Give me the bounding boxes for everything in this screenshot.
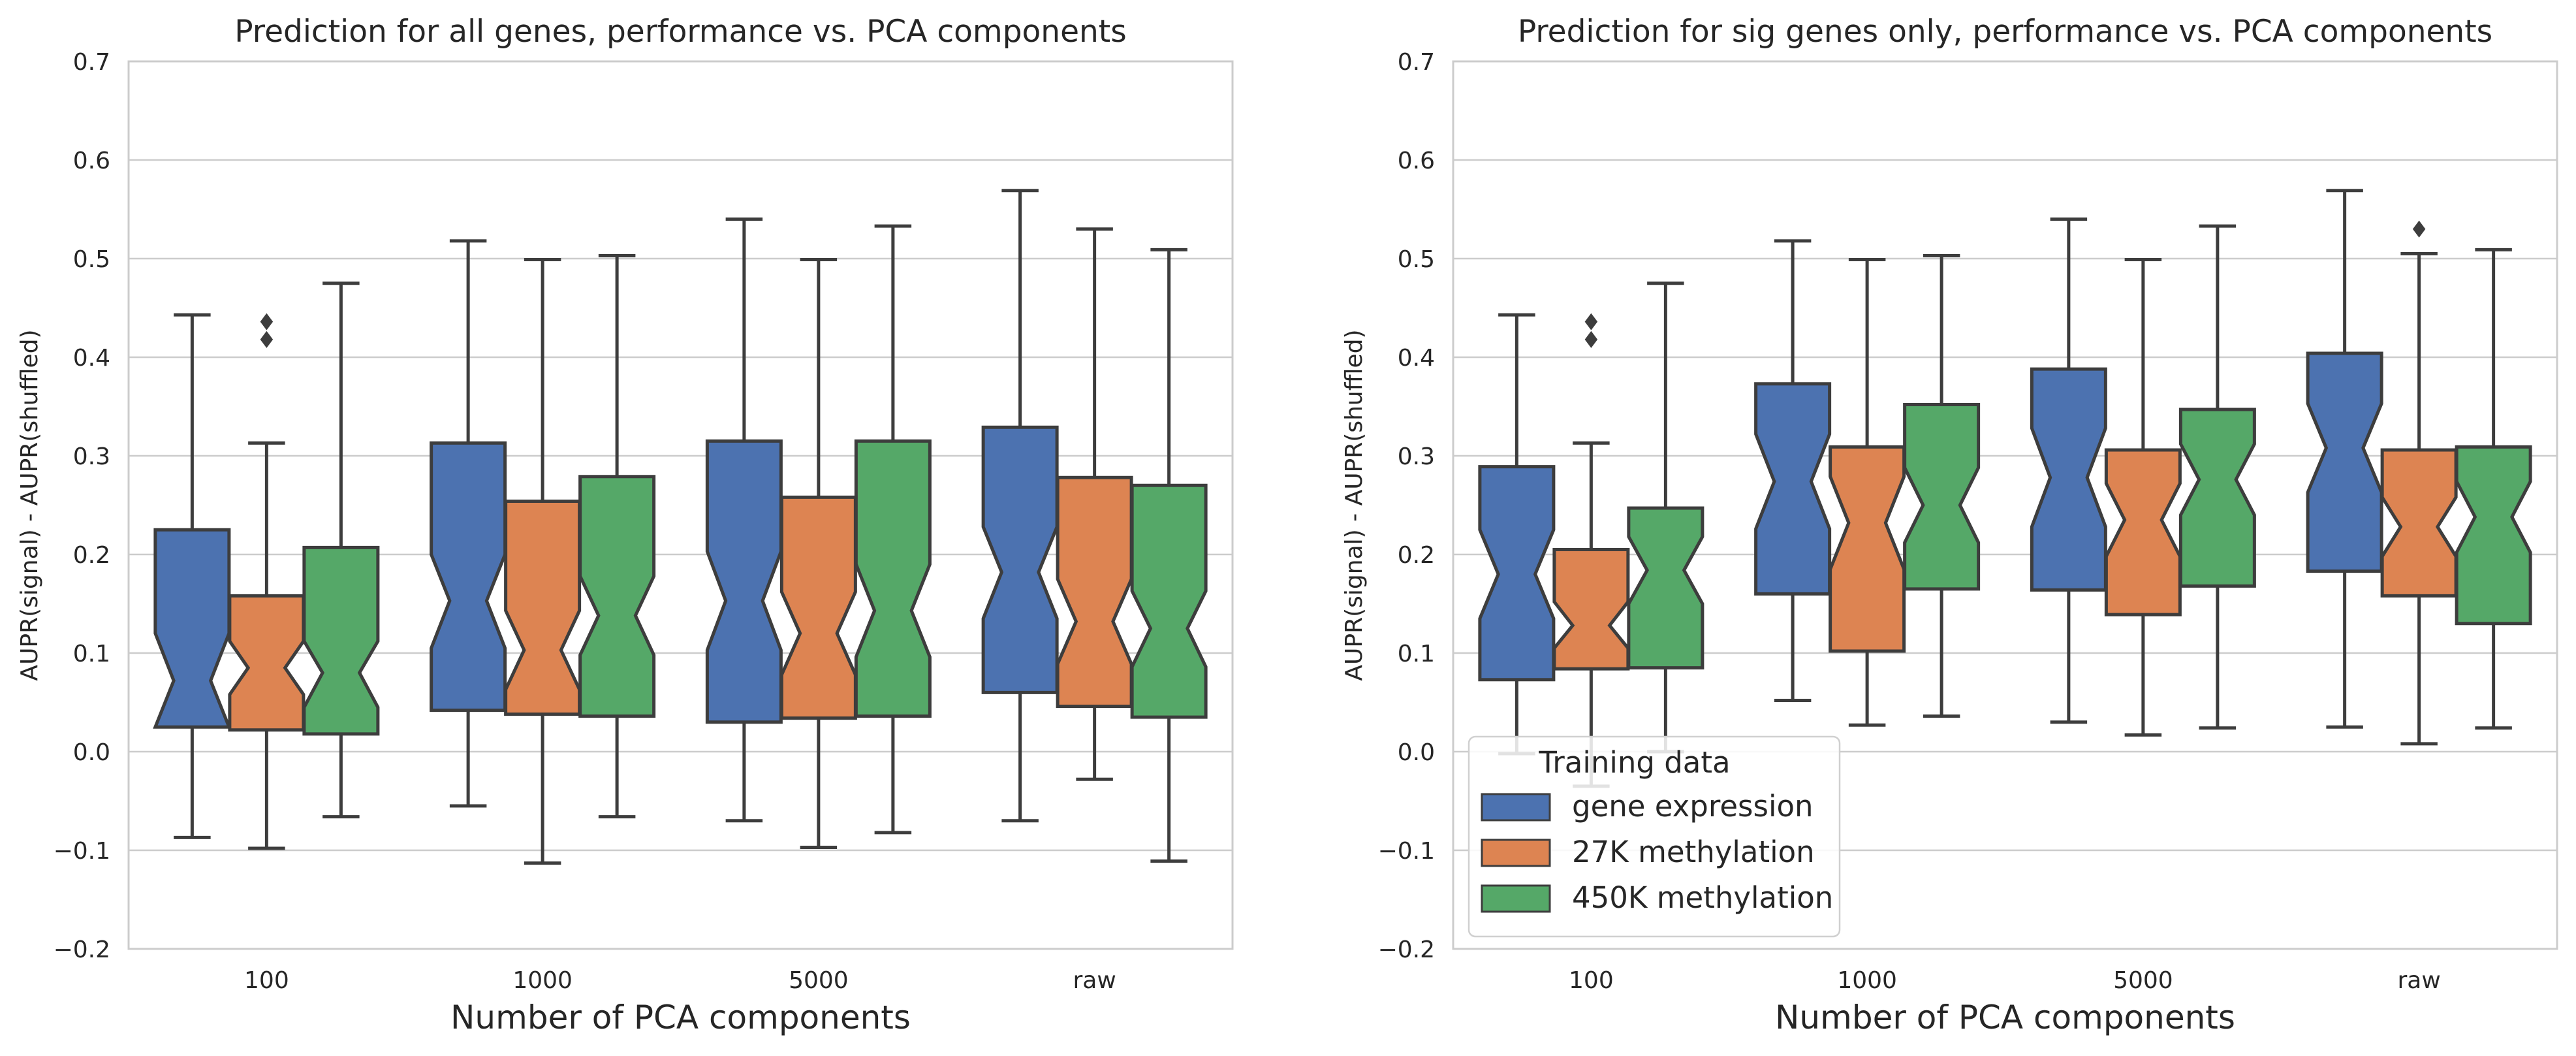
box-gene-expression — [981, 425, 1059, 694]
y-axis-label: AUPR(signal) - AUPR(shuffled) — [16, 329, 43, 680]
x-tick-label: raw — [2397, 967, 2440, 994]
x-tick-label: 1000 — [1837, 967, 1897, 994]
x-axis-label: Number of PCA components — [450, 999, 911, 1036]
y-tick-label: 0.0 — [1398, 739, 1435, 766]
legend-box — [1468, 735, 1841, 938]
y-tick-label: 0.2 — [73, 542, 110, 569]
box-450k-methylation — [1130, 483, 1208, 719]
x-tick-label: 100 — [244, 967, 289, 994]
legend-entry: gene expression — [1572, 789, 1814, 824]
x-tick-label: raw — [1073, 967, 1116, 994]
plot-frame — [1452, 60, 2558, 950]
y-tick-label: 0.4 — [73, 345, 110, 372]
y-tick-label: 0.3 — [73, 443, 110, 470]
box-gene-expression — [2030, 367, 2107, 592]
outlier-point — [1584, 313, 1598, 330]
plot-frame — [127, 60, 1234, 950]
box-gene-expression — [1478, 465, 1556, 682]
legend-swatch — [1481, 884, 1551, 913]
legend-swatch — [1481, 793, 1551, 822]
y-tick-label: 0.5 — [73, 246, 110, 273]
box-450k-methylation — [2455, 445, 2532, 626]
box-27k-methylation — [1056, 475, 1133, 709]
outlier-point — [1584, 330, 1598, 348]
box-450k-methylation — [854, 439, 932, 718]
y-tick-label: 0.6 — [73, 148, 110, 174]
box-27k-methylation — [1829, 445, 1906, 653]
left-chart-panel: −0.2 −0.1 0.0 0.1 0.2 0.3 0.4 0.5 0.6 0.7 100 1000 5… — [16, 14, 1234, 1036]
box-gene-expression — [705, 439, 783, 724]
x-tick-label: 5000 — [2113, 967, 2173, 994]
y-tick-label: −0.1 — [54, 838, 110, 865]
y-tick-label: 0.2 — [1398, 542, 1435, 569]
box-27k-methylation — [2104, 448, 2182, 616]
right-chart-panel: −0.2 −0.1 0.0 0.1 0.2 0.3 0.4 0.5 0.6 0.7 100 1000 5… — [1341, 14, 2558, 1036]
box-450k-methylation — [1903, 402, 1981, 591]
box-gene-expression — [153, 528, 232, 729]
x-tick-label: 5000 — [789, 967, 849, 994]
y-tick-label: 0.1 — [73, 641, 110, 667]
box-450k-methylation — [2178, 408, 2256, 588]
box-27k-methylation — [2380, 448, 2458, 598]
box-gene-expression — [430, 441, 507, 712]
y-tick-label: −0.2 — [1378, 936, 1435, 963]
box-450k-methylation — [302, 545, 380, 736]
legend-entry: 450K methylation — [1572, 880, 1833, 915]
x-axis-label: Number of PCA components — [1775, 999, 2235, 1036]
y-tick-label: −0.2 — [54, 936, 110, 963]
chart-title: Prediction for sig genes only, performan… — [1518, 14, 2492, 50]
legend-title: Training data — [1538, 745, 1730, 780]
legend-swatch — [1481, 839, 1551, 867]
y-tick-label: 0.5 — [1398, 246, 1435, 273]
y-axis-label: AUPR(signal) - AUPR(shuffled) — [1341, 329, 1368, 680]
outlier-point — [260, 330, 274, 348]
y-tick-label: 0.3 — [1398, 443, 1435, 470]
y-tick-label: 0.6 — [1398, 148, 1435, 174]
y-tick-label: 0.1 — [1398, 641, 1435, 667]
outlier-point — [2412, 220, 2426, 238]
outlier-point — [260, 313, 274, 330]
box-450k-methylation — [578, 475, 656, 718]
y-tick-label: 0.0 — [73, 739, 110, 766]
y-tick-label: 0.7 — [1398, 49, 1435, 76]
box-27k-methylation — [504, 499, 582, 716]
legend-entry: 27K methylation — [1572, 835, 1815, 869]
y-tick-label: 0.7 — [73, 49, 110, 76]
box-27k-methylation — [228, 594, 306, 732]
y-tick-label: 0.4 — [1398, 345, 1435, 372]
box-gene-expression — [2306, 351, 2383, 573]
x-tick-label: 1000 — [512, 967, 573, 994]
chart-title: Prediction for all genes, performance vs… — [234, 14, 1126, 50]
box-gene-expression — [1754, 382, 1832, 596]
box-27k-methylation — [1552, 547, 1630, 671]
box-450k-methylation — [1627, 506, 1704, 670]
x-tick-label: 100 — [1569, 967, 1614, 994]
y-tick-label: −0.1 — [1378, 838, 1435, 865]
box-27k-methylation — [779, 495, 857, 720]
